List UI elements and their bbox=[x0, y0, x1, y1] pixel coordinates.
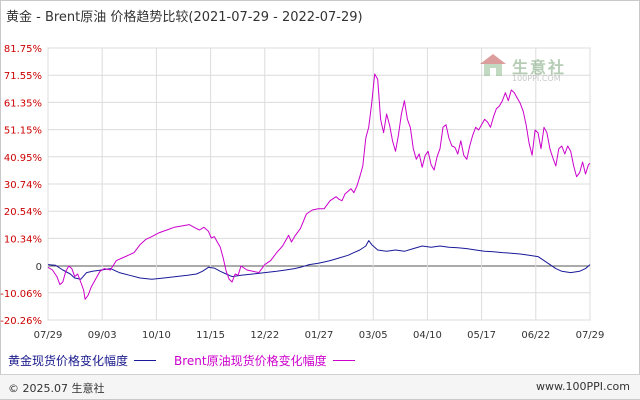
y-tick-label: 30.74% bbox=[4, 180, 42, 191]
chart-title-text: 黄金 - Brent原油 价格趋势比较 bbox=[6, 10, 189, 25]
legend-gold-swatch bbox=[134, 360, 157, 361]
y-tick-label: 81.75% bbox=[4, 44, 42, 55]
y-tick-label: 40.95% bbox=[4, 153, 42, 164]
footer-bar: © 2025.07 生意社 www.100PPI.com bbox=[0, 374, 640, 399]
y-tick-label: 61.35% bbox=[4, 98, 42, 109]
x-tick-label: 12/22 bbox=[250, 330, 279, 341]
x-tick-label: 10/10 bbox=[142, 330, 171, 341]
watermark-url: 100PPI.COM bbox=[512, 74, 561, 83]
x-tick-label: 11/15 bbox=[196, 330, 225, 341]
y-tick-label: 10.34% bbox=[4, 234, 42, 245]
gold-series-line bbox=[47, 240, 591, 280]
x-tick-label: 01/27 bbox=[305, 330, 334, 341]
x-tick-label: 04/10 bbox=[413, 330, 442, 341]
x-tick-label: 06/22 bbox=[521, 330, 550, 341]
house-logo-icon bbox=[480, 54, 506, 76]
watermark-name: 生意社 bbox=[512, 58, 567, 77]
x-axis-ticks: 07/29 09/03 10/10 11/15 12/22 01/27 03/05 04/10… bbox=[34, 330, 605, 341]
grid-lines bbox=[47, 47, 591, 321]
y-tick-label: 71.55% bbox=[4, 71, 42, 82]
watermark-logo: 生意社 100PPI.COM bbox=[478, 52, 564, 83]
x-tick-label: 07/29 bbox=[34, 330, 63, 341]
chart-title: 黄金 - Brent原油 价格趋势比较(2021-07-29 - 2022-07… bbox=[6, 6, 363, 25]
legend-brent-label: Brent原油现货价格变化幅度 bbox=[174, 354, 327, 368]
chart-date-range: (2021-07-29 - 2022-07-29) bbox=[188, 10, 363, 25]
footer-copyright: © 2025.07 生意社 bbox=[8, 382, 105, 395]
footer-link[interactable]: www.100PPI.com bbox=[536, 380, 630, 393]
y-axis-ticks: 81.75% 71.55% 61.35% 51.15% 40.95% 30.74% 20.5… bbox=[0, 44, 42, 327]
y-tick-label: 20.54% bbox=[4, 207, 42, 218]
series-lines bbox=[47, 73, 591, 300]
brent-series-line bbox=[47, 73, 591, 300]
y-tick-label: 51.15% bbox=[4, 126, 42, 137]
chart-legend: 黄金现货价格变化幅度 Brent原油现货价格变化幅度 bbox=[8, 352, 363, 369]
x-tick-label: 09/03 bbox=[88, 330, 117, 341]
x-tick-label: 07/29 bbox=[576, 330, 605, 341]
x-tick-label: 05/17 bbox=[467, 330, 496, 341]
y-tick-label: 0 bbox=[36, 262, 42, 273]
y-tick-label: -20.26% bbox=[0, 316, 42, 327]
y-tick-label: -10.06% bbox=[0, 289, 42, 300]
x-tick-label: 03/05 bbox=[359, 330, 388, 341]
legend-gold-label: 黄金现货价格变化幅度 bbox=[8, 354, 129, 368]
legend-brent-swatch bbox=[332, 360, 355, 361]
